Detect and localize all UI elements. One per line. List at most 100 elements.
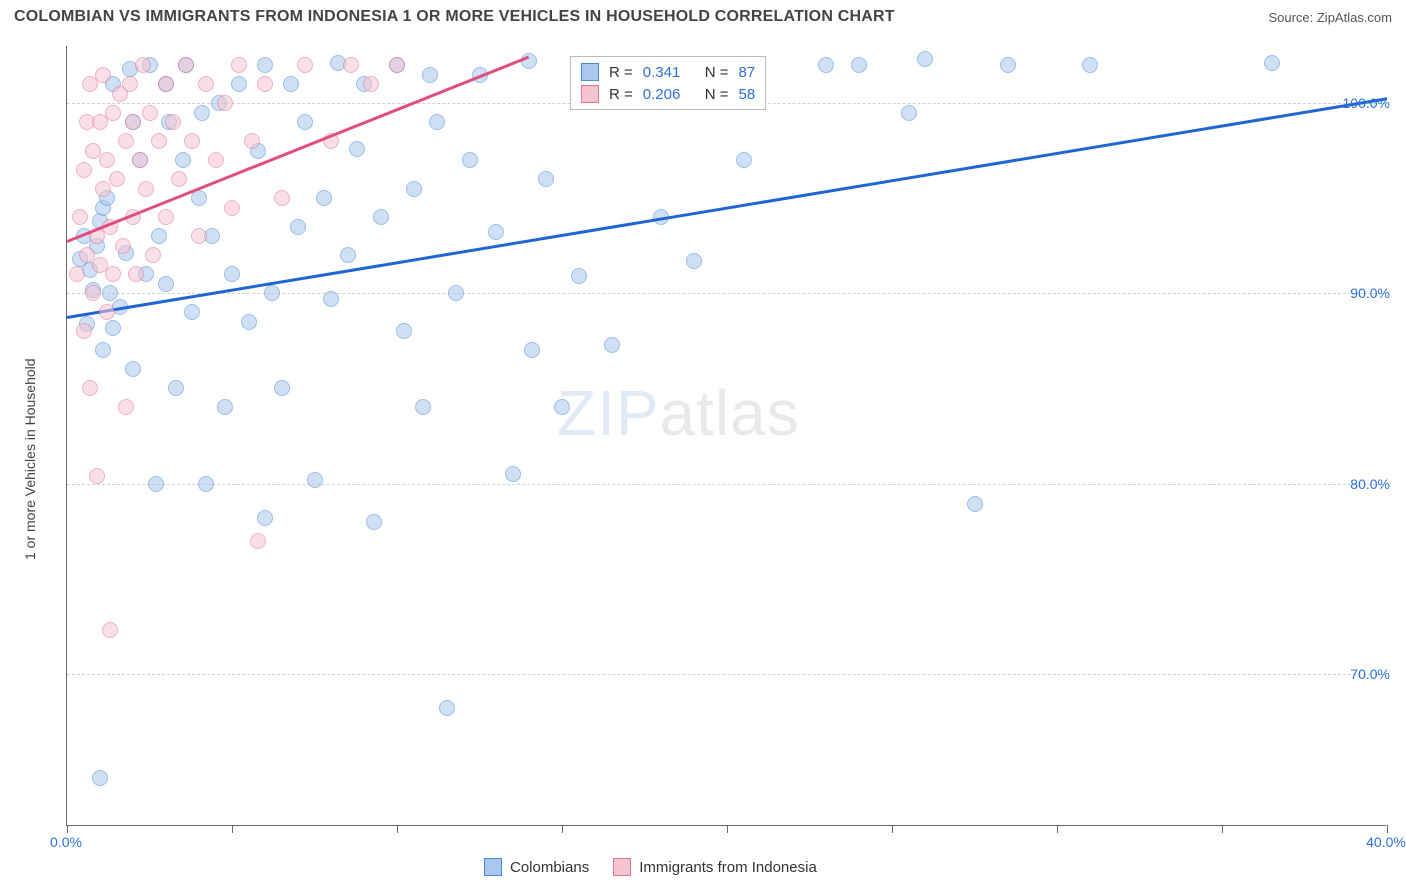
data-point [69,266,85,282]
data-point [274,190,290,206]
data-point [448,285,464,301]
scatter-plot-area: ZIPatlas [66,46,1386,826]
data-point [290,219,306,235]
data-point [736,152,752,168]
data-point [125,361,141,377]
x-tick [397,825,398,833]
legend-row: R =0.206N =58 [579,83,757,105]
chart-title: COLOMBIAN VS IMMIGRANTS FROM INDONESIA 1… [14,8,895,26]
legend-swatch [581,85,599,103]
data-point [198,76,214,92]
data-point [145,247,161,263]
data-point [917,51,933,67]
y-axis-label: 1 or more Vehicles in Household [22,358,38,560]
data-point [297,114,313,130]
y-tick-label: 70.0% [1350,666,1390,682]
legend-r-value: 0.206 [643,86,695,103]
data-point [168,380,184,396]
data-point [142,105,158,121]
data-point [89,468,105,484]
data-point [257,76,273,92]
watermark-part1: ZIP [557,377,660,449]
data-point [323,291,339,307]
data-point [165,114,181,130]
data-point [366,514,382,530]
series-label: Colombians [510,859,589,876]
data-point [686,253,702,269]
legend-n-value: 58 [739,86,756,103]
data-point [1082,57,1098,73]
data-point [1264,55,1280,71]
data-point [171,171,187,187]
data-point [158,209,174,225]
data-point [340,247,356,263]
data-point [363,76,379,92]
x-tick [562,825,563,833]
data-point [505,466,521,482]
source-attribution: Source: ZipAtlas.com [1268,10,1392,25]
data-point [95,67,111,83]
data-point [307,472,323,488]
data-point [76,323,92,339]
data-point [244,133,260,149]
data-point [429,114,445,130]
data-point [191,228,207,244]
data-point [274,380,290,396]
data-point [521,53,537,69]
data-point [184,304,200,320]
data-point [105,266,121,282]
data-point [297,57,313,73]
data-point [316,190,332,206]
data-point [194,105,210,121]
data-point [72,209,88,225]
data-point [95,342,111,358]
data-point [118,133,134,149]
watermark-text: ZIPatlas [557,376,800,450]
data-point [224,266,240,282]
data-point [241,314,257,330]
x-tick [892,825,893,833]
data-point [118,399,134,415]
data-point [257,57,273,73]
data-point [132,152,148,168]
data-point [151,133,167,149]
data-point [389,57,405,73]
data-point [349,141,365,157]
data-point [105,320,121,336]
data-point [148,476,164,492]
legend-n-label: N = [705,64,729,81]
data-point [217,95,233,111]
data-point [343,57,359,73]
data-point [125,114,141,130]
x-tick [67,825,68,833]
data-point [373,209,389,225]
data-point [217,399,233,415]
data-point [283,76,299,92]
data-point [184,133,200,149]
data-point [851,57,867,73]
data-point [208,152,224,168]
data-point [92,770,108,786]
data-point [115,238,131,254]
legend-n-label: N = [705,86,729,103]
data-point [105,105,121,121]
data-point [967,496,983,512]
x-tick [1387,825,1388,833]
data-point [99,152,115,168]
data-point [109,171,125,187]
regression-line [67,97,1387,318]
data-point [462,152,478,168]
data-point [1000,57,1016,73]
data-point [102,622,118,638]
data-point [538,171,554,187]
data-point [396,323,412,339]
data-point [175,152,191,168]
y-tick-label: 90.0% [1350,285,1390,301]
data-point [422,67,438,83]
correlation-legend: R =0.341N =87R =0.206N =58 [570,56,766,110]
legend-swatch [613,858,631,876]
y-tick-label: 80.0% [1350,476,1390,492]
data-point [571,268,587,284]
gridline [67,484,1386,485]
x-tick [1222,825,1223,833]
